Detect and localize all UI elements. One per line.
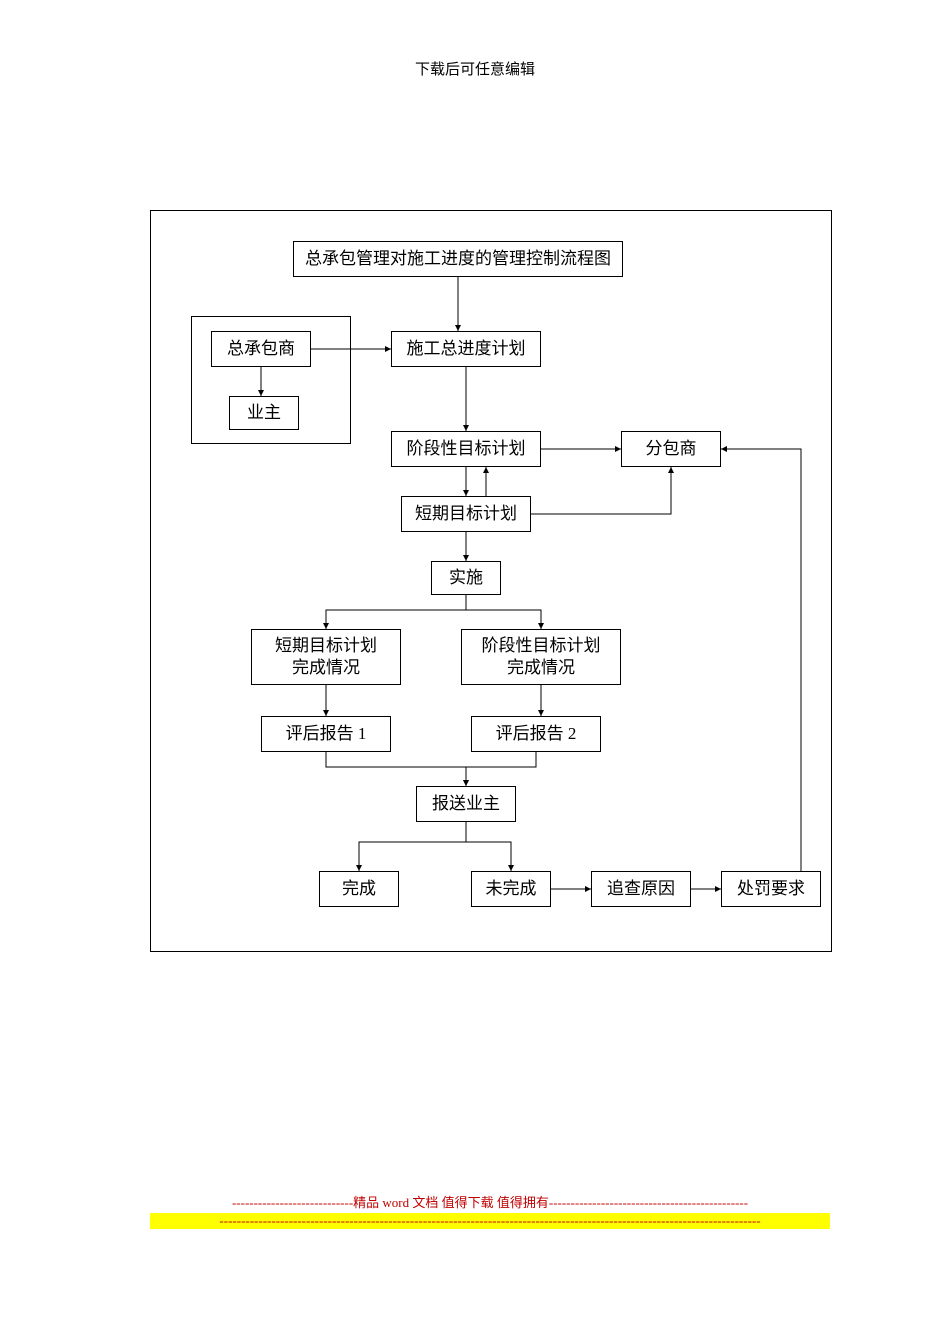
node-punish: 处罚要求 <box>721 871 821 907</box>
node-report1: 评后报告 1 <box>261 716 391 752</box>
node-shortdone: 短期目标计划完成情况 <box>251 629 401 685</box>
page-header: 下载后可任意编辑 <box>0 58 950 79</box>
page-footer: ----------------------------精品 word 文档 值… <box>150 1192 830 1229</box>
node-done: 完成 <box>319 871 399 907</box>
node-contractor: 总承包商 <box>211 331 311 367</box>
node-report2: 评后报告 2 <box>471 716 601 752</box>
footer-line-1: ----------------------------精品 word 文档 值… <box>232 1195 748 1210</box>
node-impl: 实施 <box>431 561 501 595</box>
node-short: 短期目标计划 <box>401 496 531 532</box>
node-phase: 阶段性目标计划 <box>391 431 541 467</box>
node-phasedone: 阶段性目标计划完成情况 <box>461 629 621 685</box>
flowchart-frame: 总承包管理对施工进度的管理控制流程图总承包商业主 施工总进度计划阶段性目标计划 分包… <box>150 210 832 952</box>
footer-line-2: ----------------------------------------… <box>150 1213 830 1229</box>
node-subcon: 分包商 <box>621 431 721 467</box>
node-trace: 追查原因 <box>591 871 691 907</box>
node-notdone: 未完成 <box>471 871 551 907</box>
node-owner: 业主 <box>229 396 299 430</box>
node-send: 报送业主 <box>416 786 516 822</box>
node-schedule: 施工总进度计划 <box>391 331 541 367</box>
node-title: 总承包管理对施工进度的管理控制流程图 <box>293 241 623 277</box>
